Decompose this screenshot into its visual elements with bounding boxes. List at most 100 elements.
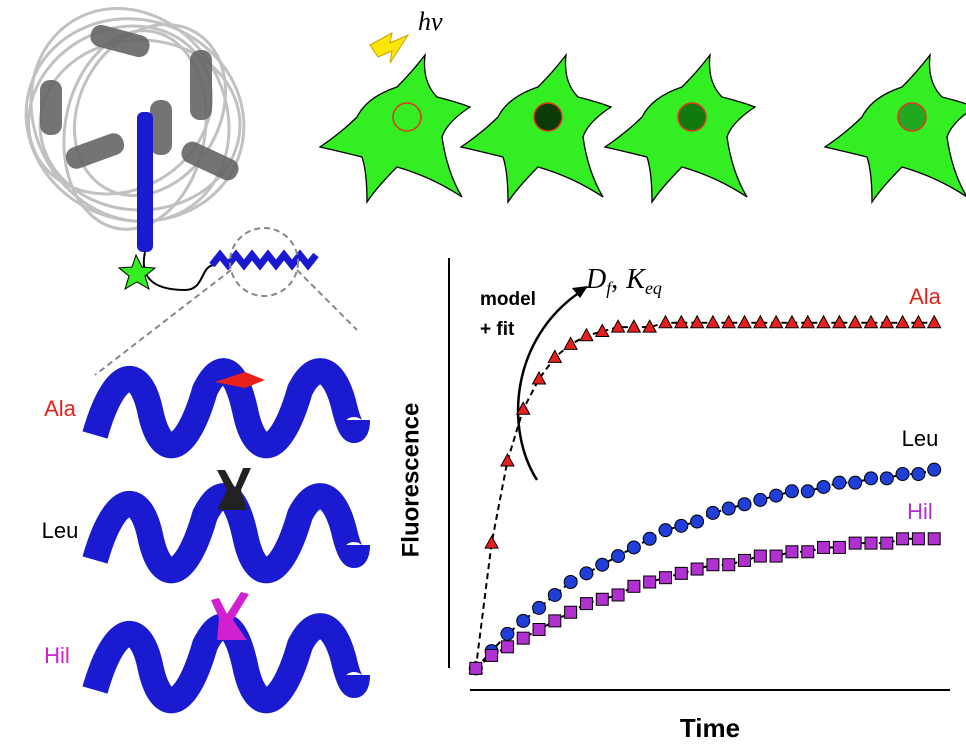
- data-point: [707, 559, 719, 571]
- data-point: [580, 567, 593, 580]
- param-separator: ,: [611, 264, 618, 295]
- linker: [144, 252, 215, 290]
- data-point: [723, 559, 735, 571]
- x-axis-label: Time: [680, 713, 740, 743]
- data-point: [501, 641, 513, 653]
- data-point: [928, 316, 941, 328]
- page: {"illumination": {"label": "hν"}, "panel…: [0, 0, 966, 746]
- y-axis-label: Fluorescence: [397, 403, 424, 558]
- data-point: [912, 533, 924, 545]
- data-point: [470, 662, 482, 674]
- data-point: [643, 532, 656, 545]
- data-point: [881, 537, 893, 549]
- lightning: [370, 33, 408, 63]
- data-point: [897, 533, 909, 545]
- zoom-line: [95, 270, 231, 375]
- data-point: [770, 489, 783, 502]
- data-point: [627, 320, 640, 332]
- data-point: [486, 649, 498, 661]
- data-point: [485, 536, 498, 548]
- series-label: Leu: [902, 426, 939, 451]
- data-point: [564, 576, 577, 589]
- fit-line: [476, 470, 934, 669]
- annotation: model: [480, 289, 536, 310]
- data-point: [754, 550, 766, 562]
- helix-panel: [95, 592, 357, 700]
- data-point: [912, 468, 925, 481]
- data-point: [801, 485, 814, 498]
- data-point: [738, 316, 751, 328]
- data-point: [706, 506, 719, 519]
- peptide-helix: [212, 255, 316, 265]
- param-symbol: K: [625, 264, 646, 295]
- data-point: [548, 350, 561, 362]
- data-point: [580, 329, 593, 341]
- data-point: [596, 558, 609, 571]
- data-point: [565, 606, 577, 618]
- plot: Ala Leu Hil: [469, 284, 941, 675]
- panel-label: Hil: [44, 643, 70, 668]
- data-point: [564, 337, 577, 349]
- annotation: + fit: [480, 319, 515, 340]
- cells: [320, 55, 966, 202]
- data-point: [928, 463, 941, 476]
- param-symbol: D: [585, 264, 606, 295]
- panel-label: Ala: [44, 396, 77, 421]
- blue-helix: [137, 112, 153, 252]
- data-point: [833, 476, 846, 489]
- data-point: [706, 316, 719, 328]
- fluorophore: [119, 255, 155, 289]
- data-point: [675, 519, 688, 532]
- zoom-line: [297, 270, 357, 330]
- fit-params: Df,Keq: [585, 264, 662, 298]
- data-point: [896, 468, 909, 481]
- data-point: [817, 480, 830, 493]
- data-point: [533, 601, 546, 614]
- param-subscript: eq: [645, 278, 662, 298]
- data-point: [691, 563, 703, 575]
- data-point: [833, 541, 845, 553]
- data-point: [596, 593, 608, 605]
- data-point: [501, 454, 514, 466]
- data-point: [785, 485, 798, 498]
- data-point: [770, 550, 782, 562]
- data-point: [549, 615, 561, 627]
- data-point: [659, 316, 672, 328]
- data-point: [675, 567, 687, 579]
- data-point: [817, 316, 830, 328]
- data-point: [533, 624, 545, 636]
- data-point: [754, 493, 767, 506]
- series-label: Hil: [907, 499, 933, 524]
- illumination-label: hν: [418, 7, 443, 36]
- series-label: Ala: [909, 284, 942, 309]
- data-point: [691, 515, 704, 528]
- data-point: [627, 541, 640, 554]
- panel-label: Leu: [42, 518, 79, 543]
- data-point: [722, 502, 735, 515]
- data-point: [501, 627, 514, 640]
- data-point: [865, 537, 877, 549]
- data-point: [738, 498, 751, 511]
- data-point: [786, 546, 798, 558]
- data-point: [644, 576, 656, 588]
- data-point: [928, 533, 940, 545]
- data-point: [864, 472, 877, 485]
- data-point: [739, 554, 751, 566]
- data-point: [548, 588, 561, 601]
- data-point: [849, 316, 862, 328]
- helix-panel: [95, 468, 357, 570]
- figure: Ala Leu Hil hν Time Fluorescence model +…: [0, 0, 966, 746]
- helix-panel: [95, 371, 357, 445]
- data-point: [517, 632, 529, 644]
- data-point: [818, 541, 830, 553]
- data-point: [517, 614, 530, 627]
- data-point: [849, 537, 861, 549]
- data-point: [802, 546, 814, 558]
- data-point: [659, 572, 671, 584]
- data-point: [849, 476, 862, 489]
- data-point: [612, 589, 624, 601]
- data-point: [612, 550, 625, 563]
- data-point: [880, 472, 893, 485]
- data-point: [580, 598, 592, 610]
- fit-line: [476, 323, 934, 669]
